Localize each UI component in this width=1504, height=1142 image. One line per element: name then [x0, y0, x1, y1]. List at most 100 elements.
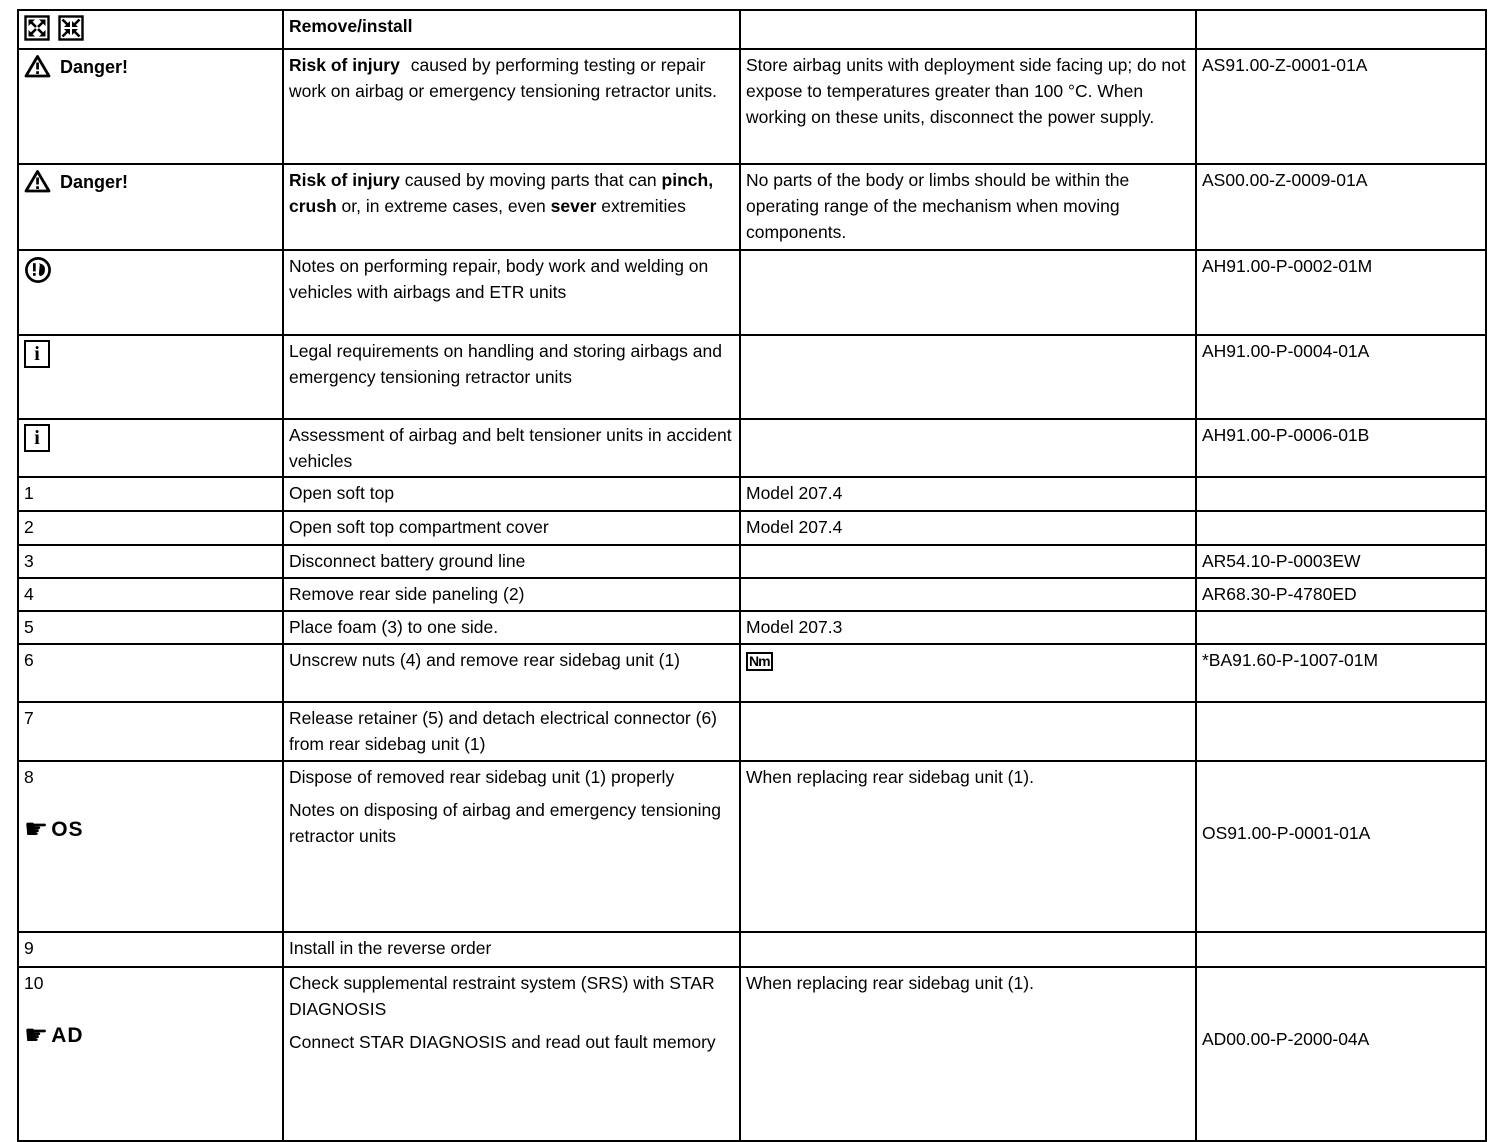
step-model-cell — [739, 544, 1197, 579]
step-text-2: Notes on disposing of airbag and emergen… — [289, 800, 721, 846]
step-number: 3 — [24, 551, 34, 571]
assessment-row: i Assessment of airbag and belt tensione… — [17, 418, 1487, 478]
step-number: 9 — [24, 938, 34, 958]
step-text: Remove rear side paneling (2) — [289, 584, 525, 604]
step-number-cell: 5 — [17, 610, 284, 645]
expand-all-icon[interactable] — [24, 15, 50, 41]
step-number: 2 — [24, 517, 34, 537]
step-number: 5 — [24, 617, 34, 637]
step-doc-cell — [1195, 931, 1487, 968]
notes-work-cell: Notes on performing repair, body work an… — [282, 249, 741, 336]
step-work-cell: Open soft top compartment cover — [282, 510, 741, 546]
step-text: Open soft top compartment cover — [289, 517, 549, 537]
step-model-cell: When replacing rear sidebag unit (1). — [739, 760, 1197, 933]
step-doc-cell: AD00.00-P-2000-04A — [1195, 966, 1487, 1142]
model-note: When replacing rear sidebag unit (1). — [746, 767, 1034, 787]
legal-work-cell: Legal requirements on handling and stori… — [282, 334, 741, 420]
document-code: AH91.00-P-0002-01M — [1202, 256, 1373, 276]
collapse-all-icon[interactable] — [58, 15, 84, 41]
pointing-hand-icon: ☛ — [24, 814, 49, 845]
step-model-cell — [739, 701, 1197, 762]
danger-row-1: Danger! Risk of injury caused by perform… — [17, 48, 1487, 165]
model-note: Model 207.4 — [746, 483, 843, 503]
step-row-3: 3 Disconnect battery ground line AR54.10… — [17, 544, 1487, 579]
document-code: AH91.00-P-0004-01A — [1202, 341, 1370, 361]
info-square-icon: i — [24, 424, 50, 452]
header-empty-cell-4 — [1195, 9, 1487, 50]
notes-empty-cell — [739, 249, 1197, 336]
legal-empty-cell — [739, 334, 1197, 420]
danger2-work-cell: Risk of injury caused by moving parts th… — [282, 163, 741, 251]
torque-nm-icon: Nm — [746, 652, 773, 671]
step-number-cell: 6 — [17, 643, 284, 703]
danger2-doc-cell: AS00.00-Z-0009-01A — [1195, 163, 1487, 251]
notes-icon-cell — [17, 249, 284, 336]
legal-icon-cell: i — [17, 334, 284, 420]
assessment-doc-cell: AH91.00-P-0006-01B — [1195, 418, 1487, 478]
step-doc-cell: OS91.00-P-0001-01A — [1195, 760, 1487, 933]
document-code: AH91.00-P-0006-01B — [1202, 425, 1370, 445]
remove-install-table: Remove/install Danger! Risk of injury ca… — [17, 9, 1487, 1142]
assessment-icon-cell: i — [17, 418, 284, 478]
step-work-cell: Unscrew nuts (4) and remove rear sidebag… — [282, 643, 741, 703]
model-note: Model 207.3 — [746, 617, 843, 637]
document-code: AS91.00-Z-0001-01A — [1202, 55, 1368, 75]
step-number-cell: 8 ☛ OS — [17, 760, 284, 933]
step-number: 7 — [24, 708, 34, 728]
document-code: OS91.00-P-0001-01A — [1202, 823, 1371, 843]
assessment-empty-cell — [739, 418, 1197, 478]
step-model-cell: Nm — [739, 643, 1197, 703]
step-row-7: 7 Release retainer (5) and detach electr… — [17, 701, 1487, 762]
model-note: When replacing rear sidebag unit (1). — [746, 973, 1034, 993]
step-row-1: 1 Open soft top Model 207.4 — [17, 476, 1487, 512]
danger2-note-text: No parts of the body or limbs should be … — [746, 170, 1130, 242]
step-row-8: 8 ☛ OS Dispose of removed rear sidebag u… — [17, 760, 1487, 933]
step-work-cell: Disconnect battery ground line — [282, 544, 741, 579]
step-model-cell — [739, 577, 1197, 612]
note-circle-icon — [24, 256, 52, 284]
step-number-cell: 9 — [17, 931, 284, 968]
badge-label: AD — [51, 1024, 84, 1047]
step-model-cell: Model 207.4 — [739, 476, 1197, 512]
step-number-cell: 4 — [17, 577, 284, 612]
danger1-work-text: Risk of injury caused by performing test… — [289, 55, 717, 101]
step-text: Install in the reverse order — [289, 938, 492, 958]
step-number: 6 — [24, 650, 34, 670]
step-number: 1 — [24, 483, 34, 503]
step-model-cell: When replacing rear sidebag unit (1). — [739, 966, 1197, 1142]
step-doc-cell: *BA91.60-P-1007-01M — [1195, 643, 1487, 703]
step-work-cell: Place foam (3) to one side. — [282, 610, 741, 645]
step-row-10: 10 ☛ AD Check supplemental restraint sys… — [17, 966, 1487, 1142]
step-work-cell: Check supplemental restraint system (SRS… — [282, 966, 741, 1142]
os-badge: ☛ OS — [24, 814, 276, 845]
step-row-4: 4 Remove rear side paneling (2) AR68.30-… — [17, 577, 1487, 612]
step-text-2: Connect STAR DIAGNOSIS and read out faul… — [289, 1032, 716, 1052]
document-code: *BA91.60-P-1007-01M — [1202, 650, 1379, 670]
step-number-cell: 10 ☛ AD — [17, 966, 284, 1142]
document-code: AR54.10-P-0003EW — [1202, 551, 1361, 571]
step-model-cell: Model 207.4 — [739, 510, 1197, 546]
header-icons-cell — [17, 9, 284, 50]
step-row-9: 9 Install in the reverse order — [17, 931, 1487, 968]
step-doc-cell — [1195, 701, 1487, 762]
document-code: AD00.00-P-2000-04A — [1202, 1029, 1370, 1049]
notes-repair-row: Notes on performing repair, body work an… — [17, 249, 1487, 336]
model-note: Model 207.4 — [746, 517, 843, 537]
assessment-work-cell: Assessment of airbag and belt tensioner … — [282, 418, 741, 478]
warning-triangle-icon — [24, 54, 51, 79]
step-number: 4 — [24, 584, 34, 604]
danger1-work-cell: Risk of injury caused by performing test… — [282, 48, 741, 165]
notes-doc-cell: AH91.00-P-0002-01M — [1195, 249, 1487, 336]
step-doc-cell: AR54.10-P-0003EW — [1195, 544, 1487, 579]
step-model-cell: Model 207.3 — [739, 610, 1197, 645]
step-doc-cell — [1195, 476, 1487, 512]
danger-label: Danger! — [60, 57, 129, 77]
table-title: Remove/install — [289, 16, 413, 36]
badge-label: OS — [51, 818, 84, 841]
step-text: Place foam (3) to one side. — [289, 617, 499, 637]
step-number-cell: 2 — [17, 510, 284, 546]
step-row-5: 5 Place foam (3) to one side. Model 207.… — [17, 610, 1487, 645]
step-row-6: 6 Unscrew nuts (4) and remove rear sideb… — [17, 643, 1487, 703]
step-number: 10 — [24, 973, 44, 993]
